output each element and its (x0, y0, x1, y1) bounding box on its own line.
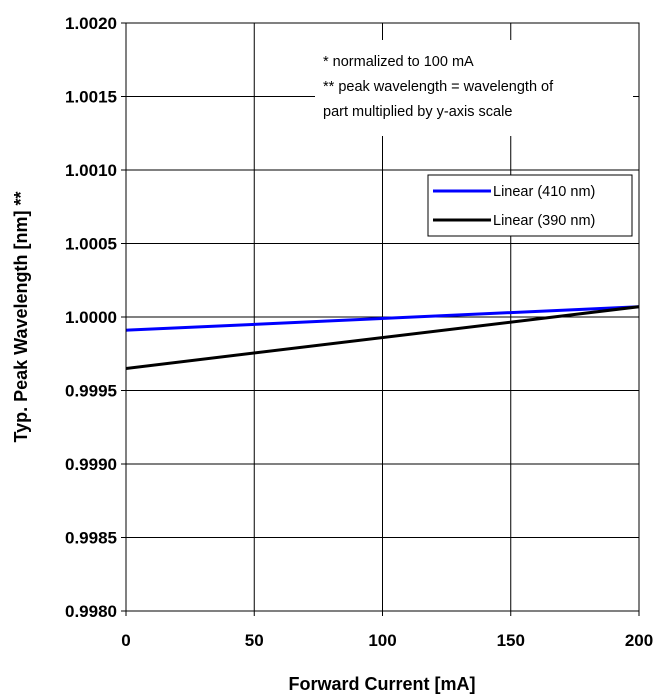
y-tick-label: 0.9990 (65, 455, 117, 474)
x-tick-label: 100 (368, 631, 396, 650)
y-tick-label: 1.0020 (65, 14, 117, 33)
notes-box: * normalized to 100 mA ** peak wavelengt… (315, 40, 633, 136)
note-line-2: ** peak wavelength = wavelength of (323, 79, 554, 95)
x-axis-title: Forward Current [mA] (288, 674, 475, 694)
legend: Linear (410 nm) Linear (390 nm) (427, 174, 633, 237)
series-line-410nm (125, 305, 640, 332)
x-tick-label: 0 (121, 631, 130, 650)
x-tick-label: 50 (245, 631, 264, 650)
legend-label-410nm: Linear (410 nm) (493, 184, 595, 200)
y-tick-labels: 0.9980 0.9985 0.9990 0.9995 1.0000 1.0005 1.00… (65, 14, 117, 621)
note-line-1: * normalized to 100 mA (323, 54, 474, 70)
series-lines (125, 305, 640, 370)
y-tick-label: 0.9985 (65, 529, 117, 548)
x-tick-label: 150 (497, 631, 525, 650)
y-tick-label: 1.0005 (65, 235, 117, 254)
y-axis-title: Typ. Peak Wavelength [nm] ** (11, 191, 31, 442)
y-tick-label: 0.9980 (65, 602, 117, 621)
x-tick-label: 200 (625, 631, 653, 650)
plot-border (125, 22, 640, 612)
y-tick-label: 0.9995 (65, 382, 117, 401)
legend-box (427, 174, 633, 237)
x-tick-labels: 0 50 100 150 200 (121, 631, 653, 650)
legend-label-390nm: Linear (390 nm) (493, 213, 595, 229)
y-tick-label: 1.0015 (65, 88, 117, 107)
notes-box-background (315, 40, 633, 136)
note-line-3: part multiplied by y-axis scale (323, 104, 512, 120)
y-tick-label: 1.0010 (65, 161, 117, 180)
y-tick-label: 1.0000 (65, 308, 117, 327)
series-line-390nm (125, 305, 640, 370)
